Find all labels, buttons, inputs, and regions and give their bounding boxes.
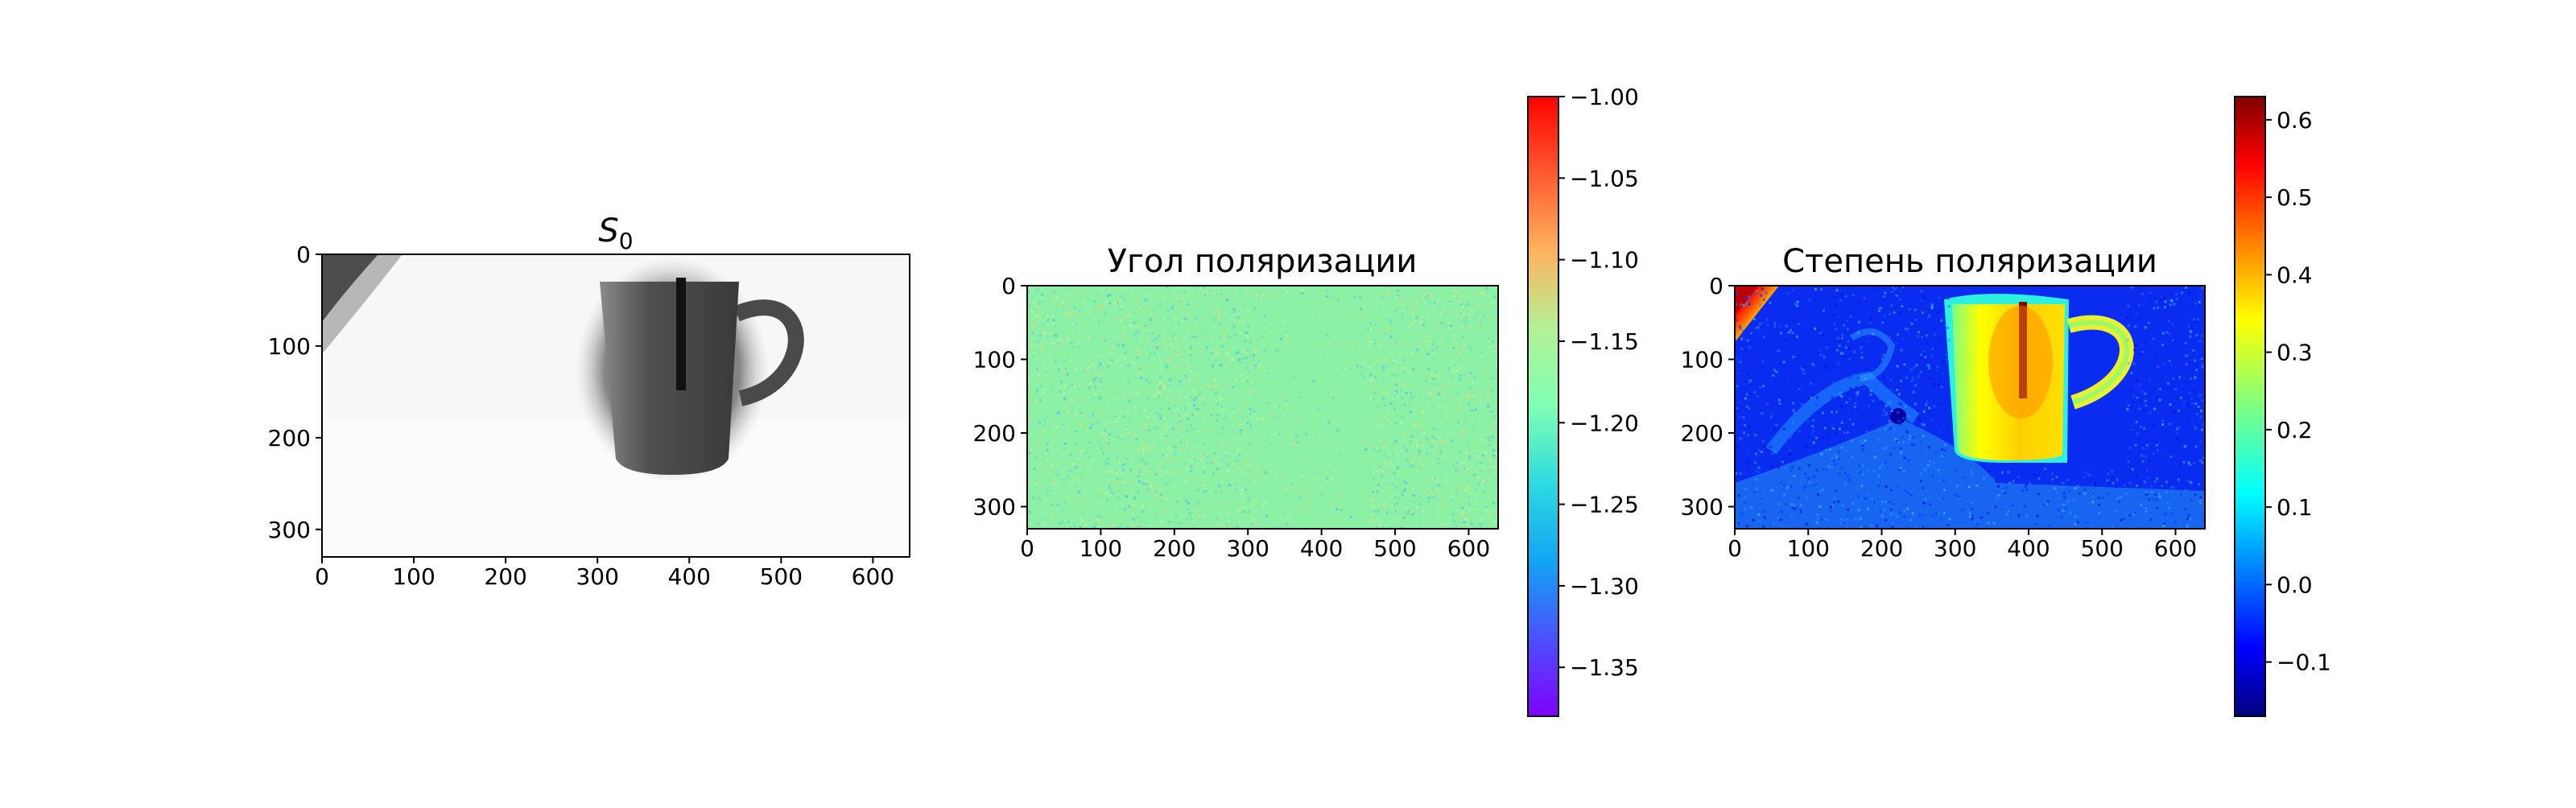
colorbar-tick-label: −1.10	[1570, 247, 1639, 274]
panel-degree-image	[1735, 286, 2205, 529]
panel-s0-axes: 0 100 200 300 400 500 600 0 100 200 300	[268, 241, 895, 590]
y-tick-label: 300	[1681, 494, 1724, 521]
panel-angle-title: Угол поляризации	[1108, 243, 1418, 280]
colorbar-tick-label: −1.30	[1570, 573, 1639, 600]
x-tick-label: 600	[2154, 535, 2197, 562]
panel-angle: Угол поляризации 0 100 200 300 400 500 600 0 100…	[973, 84, 1639, 717]
colorbar-tick-label: 0.5	[2277, 184, 2313, 211]
panel-degree: Степень поляризации 0 100 200 300 400 500 6000…	[1681, 96, 2331, 717]
x-tick-label: 200	[1153, 535, 1195, 562]
y-tick-label: 200	[1681, 420, 1724, 447]
colorbar-tick-label: −1.25	[1570, 492, 1639, 518]
colorbar-tick-label: 0.1	[2277, 494, 2313, 521]
panel-angle-image	[1027, 286, 1498, 529]
panel-s0-frame	[321, 254, 910, 558]
panel-degree-axes: 0 100 200 300 400 500 600 0 100 200 300	[1681, 273, 2198, 562]
colorbar-tick-label: −1.35	[1570, 654, 1639, 681]
angle-colorbar	[1527, 96, 1559, 717]
colorbar-tick-label: −1.15	[1570, 328, 1639, 355]
y-tick-label: 300	[268, 517, 311, 543]
x-tick-label: 200	[1860, 535, 1903, 562]
angle-colorbar-ticks: −1.00 −1.05 −1.10 −1.15 −1.20 −1.25 −1.30 −1.35	[1558, 84, 1639, 681]
y-tick-label: 0	[1001, 273, 1016, 299]
x-tick-label: 0	[1728, 535, 1742, 562]
x-tick-label: 0	[1020, 535, 1034, 562]
x-tick-label: 400	[1300, 535, 1343, 562]
x-tick-label: 400	[668, 563, 711, 590]
colorbar-tick-label: 0.2	[2277, 417, 2313, 443]
x-tick-label: 600	[852, 563, 894, 590]
panel-s0: S0 0 100 200 300 400 500 600 0 100 200 300	[268, 212, 910, 590]
colorbar-tick-label: 0.4	[2277, 262, 2313, 288]
x-tick-label: 100	[1787, 535, 1830, 562]
y-tick-label: 100	[268, 333, 311, 360]
panel-degree-title: Степень поляризации	[1782, 243, 2157, 280]
panel-angle-axes: 0 100 200 300 400 500 600 0 100 200 300	[973, 273, 1491, 562]
panel-angle-frame	[1026, 285, 1499, 530]
panel-s0-title: S0	[598, 212, 633, 254]
colorbar-tick-label: −1.00	[1570, 84, 1639, 110]
degree-colorbar	[2234, 96, 2266, 717]
x-tick-label: 0	[315, 563, 329, 590]
y-tick-label: 200	[973, 420, 1016, 447]
x-tick-label: 500	[1373, 535, 1416, 562]
y-tick-label: 0	[296, 241, 311, 268]
colorbar-tick-label: −0.1	[2277, 649, 2331, 676]
x-tick-label: 100	[392, 563, 435, 590]
colorbar-tick-label: 0.0	[2277, 571, 2313, 598]
x-tick-label: 300	[1934, 535, 1976, 562]
x-tick-label: 300	[1226, 535, 1269, 562]
degree-colorbar-ticks: −0.1 0.0 0.1 0.2 0.3 0.4 0.5 0.6	[2265, 107, 2331, 676]
y-tick-label: 200	[268, 425, 311, 451]
x-tick-label: 400	[2007, 535, 2050, 562]
x-tick-label: 300	[576, 563, 618, 590]
x-tick-label: 600	[1447, 535, 1490, 562]
y-tick-label: 300	[973, 494, 1016, 521]
colorbar-tick-label: 0.3	[2277, 340, 2313, 366]
panel-s0-image	[322, 254, 910, 557]
x-tick-label: 500	[760, 563, 803, 590]
x-tick-label: 100	[1080, 535, 1122, 562]
panel-degree-frame	[1734, 285, 2206, 530]
y-tick-label: 100	[973, 347, 1016, 373]
colorbar-tick-label: 0.6	[2277, 107, 2313, 134]
x-tick-label: 200	[484, 563, 526, 590]
x-tick-label: 500	[2081, 535, 2124, 562]
y-tick-label: 0	[1709, 273, 1724, 299]
y-tick-label: 100	[1681, 347, 1724, 373]
colorbar-tick-label: −1.20	[1570, 410, 1639, 436]
colorbar-tick-label: −1.05	[1570, 165, 1639, 192]
